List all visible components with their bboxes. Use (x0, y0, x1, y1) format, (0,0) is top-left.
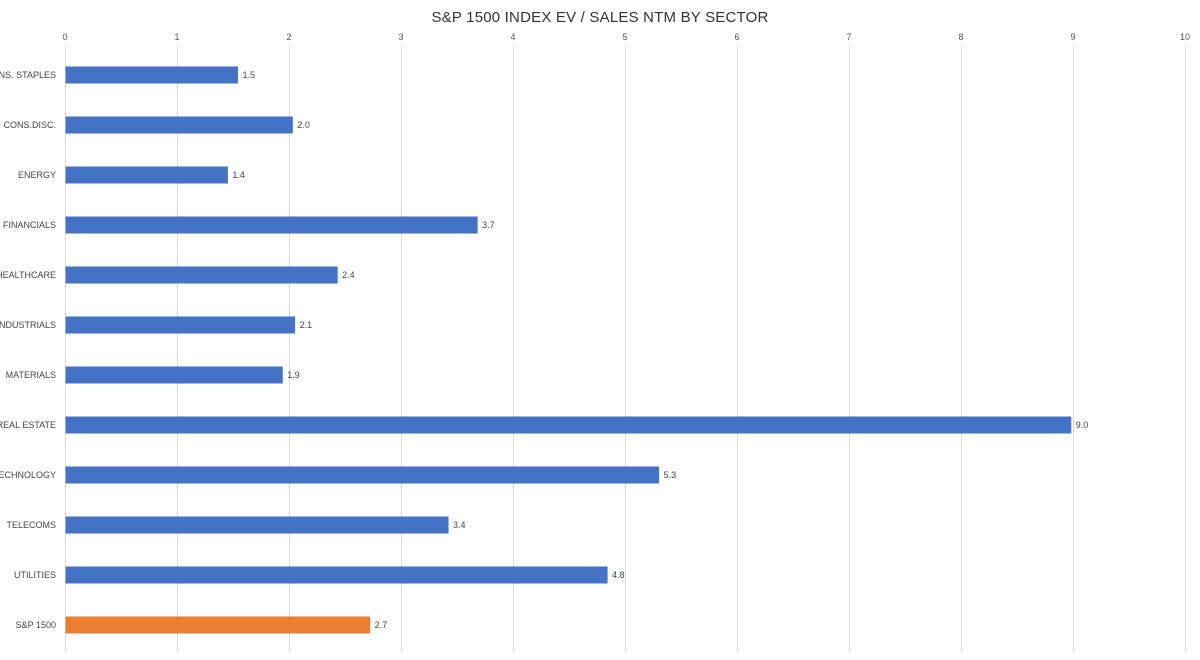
x-tick-label: 4 (510, 32, 515, 42)
data-label: 2.0 (297, 120, 310, 130)
x-tick-label: 10 (1180, 32, 1190, 42)
category-label: REAL ESTATE (0, 420, 56, 430)
chart-title: S&P 1500 INDEX EV / SALES NTM BY SECTOR (431, 9, 768, 26)
x-tick-label: 1 (174, 32, 179, 42)
data-label: 2.4 (342, 270, 355, 280)
x-tick-label: 5 (622, 32, 627, 42)
category-label: MATERIALS (6, 370, 56, 380)
category-label: TELECOMS (6, 520, 56, 530)
category-label: FINANCIALS (3, 220, 56, 230)
data-label: 3.7 (482, 220, 495, 230)
category-label: INDUSTRIALS (0, 320, 56, 330)
data-label: 2.7 (375, 620, 388, 630)
category-label: CONS.DISC. (3, 120, 56, 130)
data-label: 4.8 (612, 570, 625, 580)
x-tick-label: 7 (846, 32, 851, 42)
x-tick-label: 9 (1070, 32, 1075, 42)
x-tick-label: 6 (734, 32, 739, 42)
data-labels: 1.5 2.0 1.4 3.7 2.4 2.1 1.9 9.0 5.3 3.4 4.8 2.7 (232, 70, 1088, 630)
bar (65, 166, 228, 184)
data-label: 2.1 (300, 320, 313, 330)
data-label: 1.9 (287, 370, 300, 380)
bar (65, 466, 660, 484)
bar (65, 66, 238, 84)
x-tick-label: 8 (958, 32, 963, 42)
category-labels: CONS. STAPLES CONS.DISC. ENERGY FINANCIALS H… (0, 70, 56, 630)
data-label: 1.5 (242, 70, 255, 80)
bar (65, 566, 608, 584)
data-label: 5.3 (664, 470, 677, 480)
category-label: UTILITIES (14, 570, 56, 580)
data-label: 1.4 (232, 170, 245, 180)
bar (65, 616, 371, 634)
x-tick-label: 0 (62, 32, 67, 42)
x-tick-label: 2 (286, 32, 291, 42)
data-label: 9.0 (1076, 420, 1089, 430)
bar (65, 416, 1072, 434)
bar (65, 216, 478, 234)
x-tick-label: 3 (398, 32, 403, 42)
category-label: HEALTHCARE (0, 270, 56, 280)
x-axis-ticks: 0 1 2 3 4 5 6 7 8 9 10 (62, 32, 1190, 42)
bar (65, 516, 449, 534)
bars (65, 66, 1072, 634)
data-label: 3.4 (453, 520, 466, 530)
gridlines (65, 46, 1186, 652)
bar (65, 316, 296, 334)
bar (65, 266, 338, 284)
category-label: S&P 1500 (16, 620, 56, 630)
bar (65, 116, 293, 134)
category-label: CONS. STAPLES (0, 70, 56, 80)
bar (65, 366, 283, 384)
category-label: ENERGY (18, 170, 56, 180)
category-label: TECHNOLOGY (0, 470, 56, 480)
